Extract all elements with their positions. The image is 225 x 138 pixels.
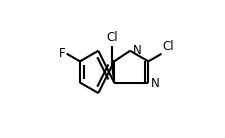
- Text: N: N: [132, 44, 141, 57]
- Text: N: N: [151, 77, 159, 90]
- Text: Cl: Cl: [162, 40, 174, 53]
- Text: F: F: [59, 47, 65, 60]
- Text: Cl: Cl: [106, 31, 117, 44]
